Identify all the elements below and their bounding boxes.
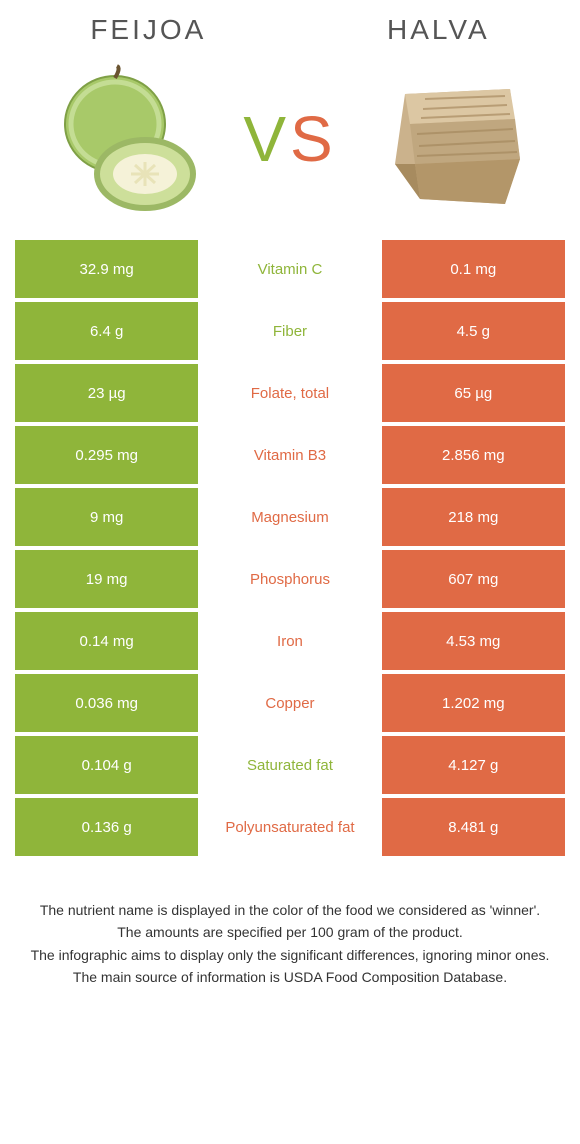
right-value: 218 mg: [382, 488, 565, 546]
feijoa-image: [40, 64, 215, 214]
footer-line-4: The main source of information is USDA F…: [20, 967, 560, 987]
left-value: 0.104 g: [15, 736, 198, 794]
left-value: 23 µg: [15, 364, 198, 422]
footer-line-1: The nutrient name is displayed in the co…: [20, 900, 560, 920]
nutrient-row: 19 mgPhosphorus607 mg: [15, 550, 565, 608]
nutrient-row: 0.104 gSaturated fat4.127 g: [15, 736, 565, 794]
left-value: 19 mg: [15, 550, 198, 608]
nutrient-name: Polyunsaturated fat: [198, 798, 381, 856]
vs-label: VS: [243, 102, 336, 176]
vs-row: VS: [0, 54, 580, 240]
vs-s-letter: S: [290, 103, 337, 175]
footer-line-3: The infographic aims to display only the…: [20, 945, 560, 965]
nutrient-row: 32.9 mgVitamin C0.1 mg: [15, 240, 565, 298]
left-value: 0.136 g: [15, 798, 198, 856]
left-value: 0.036 mg: [15, 674, 198, 732]
nutrient-name: Vitamin C: [198, 240, 381, 298]
left-value: 9 mg: [15, 488, 198, 546]
nutrient-name: Phosphorus: [198, 550, 381, 608]
nutrient-name: Magnesium: [198, 488, 381, 546]
nutrient-row: 0.036 mgCopper1.202 mg: [15, 674, 565, 732]
nutrient-name: Folate, total: [198, 364, 381, 422]
header: Feijoa Halva: [0, 0, 580, 54]
right-value: 8.481 g: [382, 798, 565, 856]
right-value: 65 µg: [382, 364, 565, 422]
nutrient-name: Iron: [198, 612, 381, 670]
footer-line-2: The amounts are specified per 100 gram o…: [20, 922, 560, 942]
nutrient-name: Fiber: [198, 302, 381, 360]
nutrient-name: Saturated fat: [198, 736, 381, 794]
nutrient-row: 0.136 gPolyunsaturated fat8.481 g: [15, 798, 565, 856]
left-food-title: Feijoa: [90, 14, 206, 46]
nutrient-row: 0.14 mgIron4.53 mg: [15, 612, 565, 670]
right-value: 4.127 g: [382, 736, 565, 794]
vs-v-letter: V: [243, 103, 290, 175]
left-value: 6.4 g: [15, 302, 198, 360]
left-value: 0.295 mg: [15, 426, 198, 484]
footer-notes: The nutrient name is displayed in the co…: [20, 900, 560, 987]
right-value: 1.202 mg: [382, 674, 565, 732]
right-food-title: Halva: [387, 14, 490, 46]
nutrient-row: 0.295 mgVitamin B32.856 mg: [15, 426, 565, 484]
right-value: 607 mg: [382, 550, 565, 608]
nutrient-name: Vitamin B3: [198, 426, 381, 484]
right-value: 2.856 mg: [382, 426, 565, 484]
right-value: 4.53 mg: [382, 612, 565, 670]
nutrient-name: Copper: [198, 674, 381, 732]
halva-image: [365, 64, 540, 214]
right-value: 0.1 mg: [382, 240, 565, 298]
left-value: 32.9 mg: [15, 240, 198, 298]
nutrient-row: 9 mgMagnesium218 mg: [15, 488, 565, 546]
nutrient-row: 23 µgFolate, total65 µg: [15, 364, 565, 422]
nutrient-row: 6.4 gFiber4.5 g: [15, 302, 565, 360]
right-value: 4.5 g: [382, 302, 565, 360]
nutrient-table: 32.9 mgVitamin C0.1 mg6.4 gFiber4.5 g23 …: [15, 240, 565, 856]
left-value: 0.14 mg: [15, 612, 198, 670]
